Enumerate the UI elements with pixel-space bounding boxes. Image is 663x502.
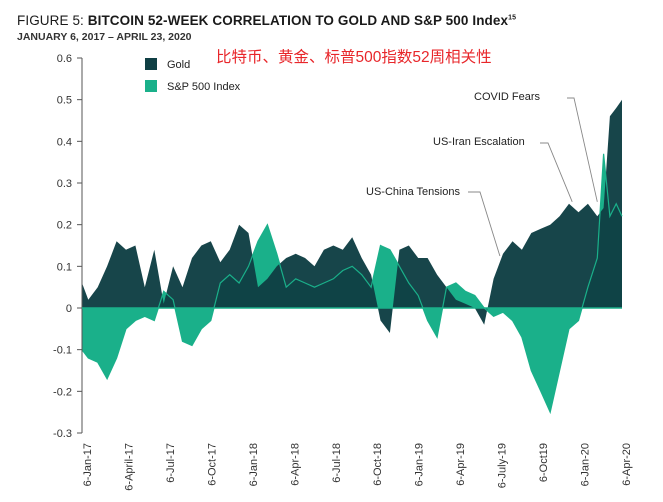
x-tick-label: 6-Jan-17 bbox=[82, 443, 94, 486]
plot-group bbox=[81, 99, 623, 415]
legend-swatch-sp500 bbox=[145, 80, 157, 92]
x-tick-label: 6-Oct19 bbox=[538, 443, 550, 482]
legend-label-sp500: S&P 500 Index bbox=[167, 81, 241, 93]
x-tick-label: 6-July-19 bbox=[497, 443, 509, 488]
footnote-marker: 15 bbox=[508, 14, 517, 22]
gold-area bbox=[82, 99, 622, 333]
axes-group: 0.6 0.5 0.4 0.3 0.2 0.1 0 -0.1 -0.2 -0.3 6-Jan-17 6… bbox=[53, 53, 633, 491]
y-tick-label: 0.6 bbox=[57, 53, 72, 65]
x-tick-label: 6-Apr-18 bbox=[289, 443, 301, 486]
x-tick-label: 6-Jul-17 bbox=[165, 443, 177, 483]
figure-number: FIGURE 5: bbox=[17, 13, 88, 28]
x-tick-label: 6-Oct-18 bbox=[372, 443, 384, 486]
chart-title-text: BITCOIN 52-WEEK CORRELATION TO GOLD AND … bbox=[87, 13, 509, 28]
x-tick-label: 6-Oct-17 bbox=[206, 443, 218, 486]
chart-title: FIGURE 5: BITCOIN 52-WEEK CORRELATION TO… bbox=[17, 13, 516, 28]
chart-subtitle: JANUARY 6, 2017 – APRIL 23, 2020 bbox=[17, 31, 192, 43]
annotation-label: COVID Fears bbox=[474, 91, 541, 103]
y-tick-label: 0 bbox=[66, 303, 72, 315]
y-tick-label: 0.1 bbox=[57, 261, 72, 273]
y-tick-label: 0.5 bbox=[57, 95, 72, 107]
y-tick-label: 0.3 bbox=[57, 178, 72, 190]
annotations-group: COVID Fears US-Iran Escalation US-China Te… bbox=[366, 91, 598, 257]
y-tick-label: 0.4 bbox=[57, 136, 72, 148]
x-tick-label: 6-Apr-19 bbox=[455, 443, 467, 486]
annotation-leader-line bbox=[567, 97, 598, 202]
y-tick-label: 0.2 bbox=[57, 220, 72, 232]
y-tick-label: -0.2 bbox=[53, 386, 72, 398]
sp500-line bbox=[81, 153, 623, 415]
chinese-overlay-caption: 比特币、黄金、标普500指数52周相关性 bbox=[216, 49, 492, 66]
annotation-leader-line bbox=[468, 191, 501, 257]
legend-swatch-gold bbox=[145, 58, 157, 70]
y-tick-label: -0.3 bbox=[53, 428, 72, 440]
x-tick-label: 6-Jan-19 bbox=[414, 443, 426, 486]
x-tick-label: 6-Apr-20 bbox=[621, 443, 633, 486]
x-tick-label: 6-Jul-18 bbox=[331, 443, 343, 483]
legend-label-gold: Gold bbox=[167, 59, 190, 71]
annotation-label: US-China Tensions bbox=[366, 186, 460, 198]
x-tick-label: 6-Jan-18 bbox=[248, 443, 260, 486]
x-tick-label: 6-April-17 bbox=[124, 443, 136, 491]
annotation-leader-line bbox=[540, 142, 573, 202]
y-tick-label: -0.1 bbox=[53, 345, 72, 357]
x-tick-label: 6-Jan-20 bbox=[580, 443, 592, 486]
legend: Gold S&P 500 Index bbox=[145, 58, 241, 93]
annotation-label: US-Iran Escalation bbox=[433, 136, 525, 148]
